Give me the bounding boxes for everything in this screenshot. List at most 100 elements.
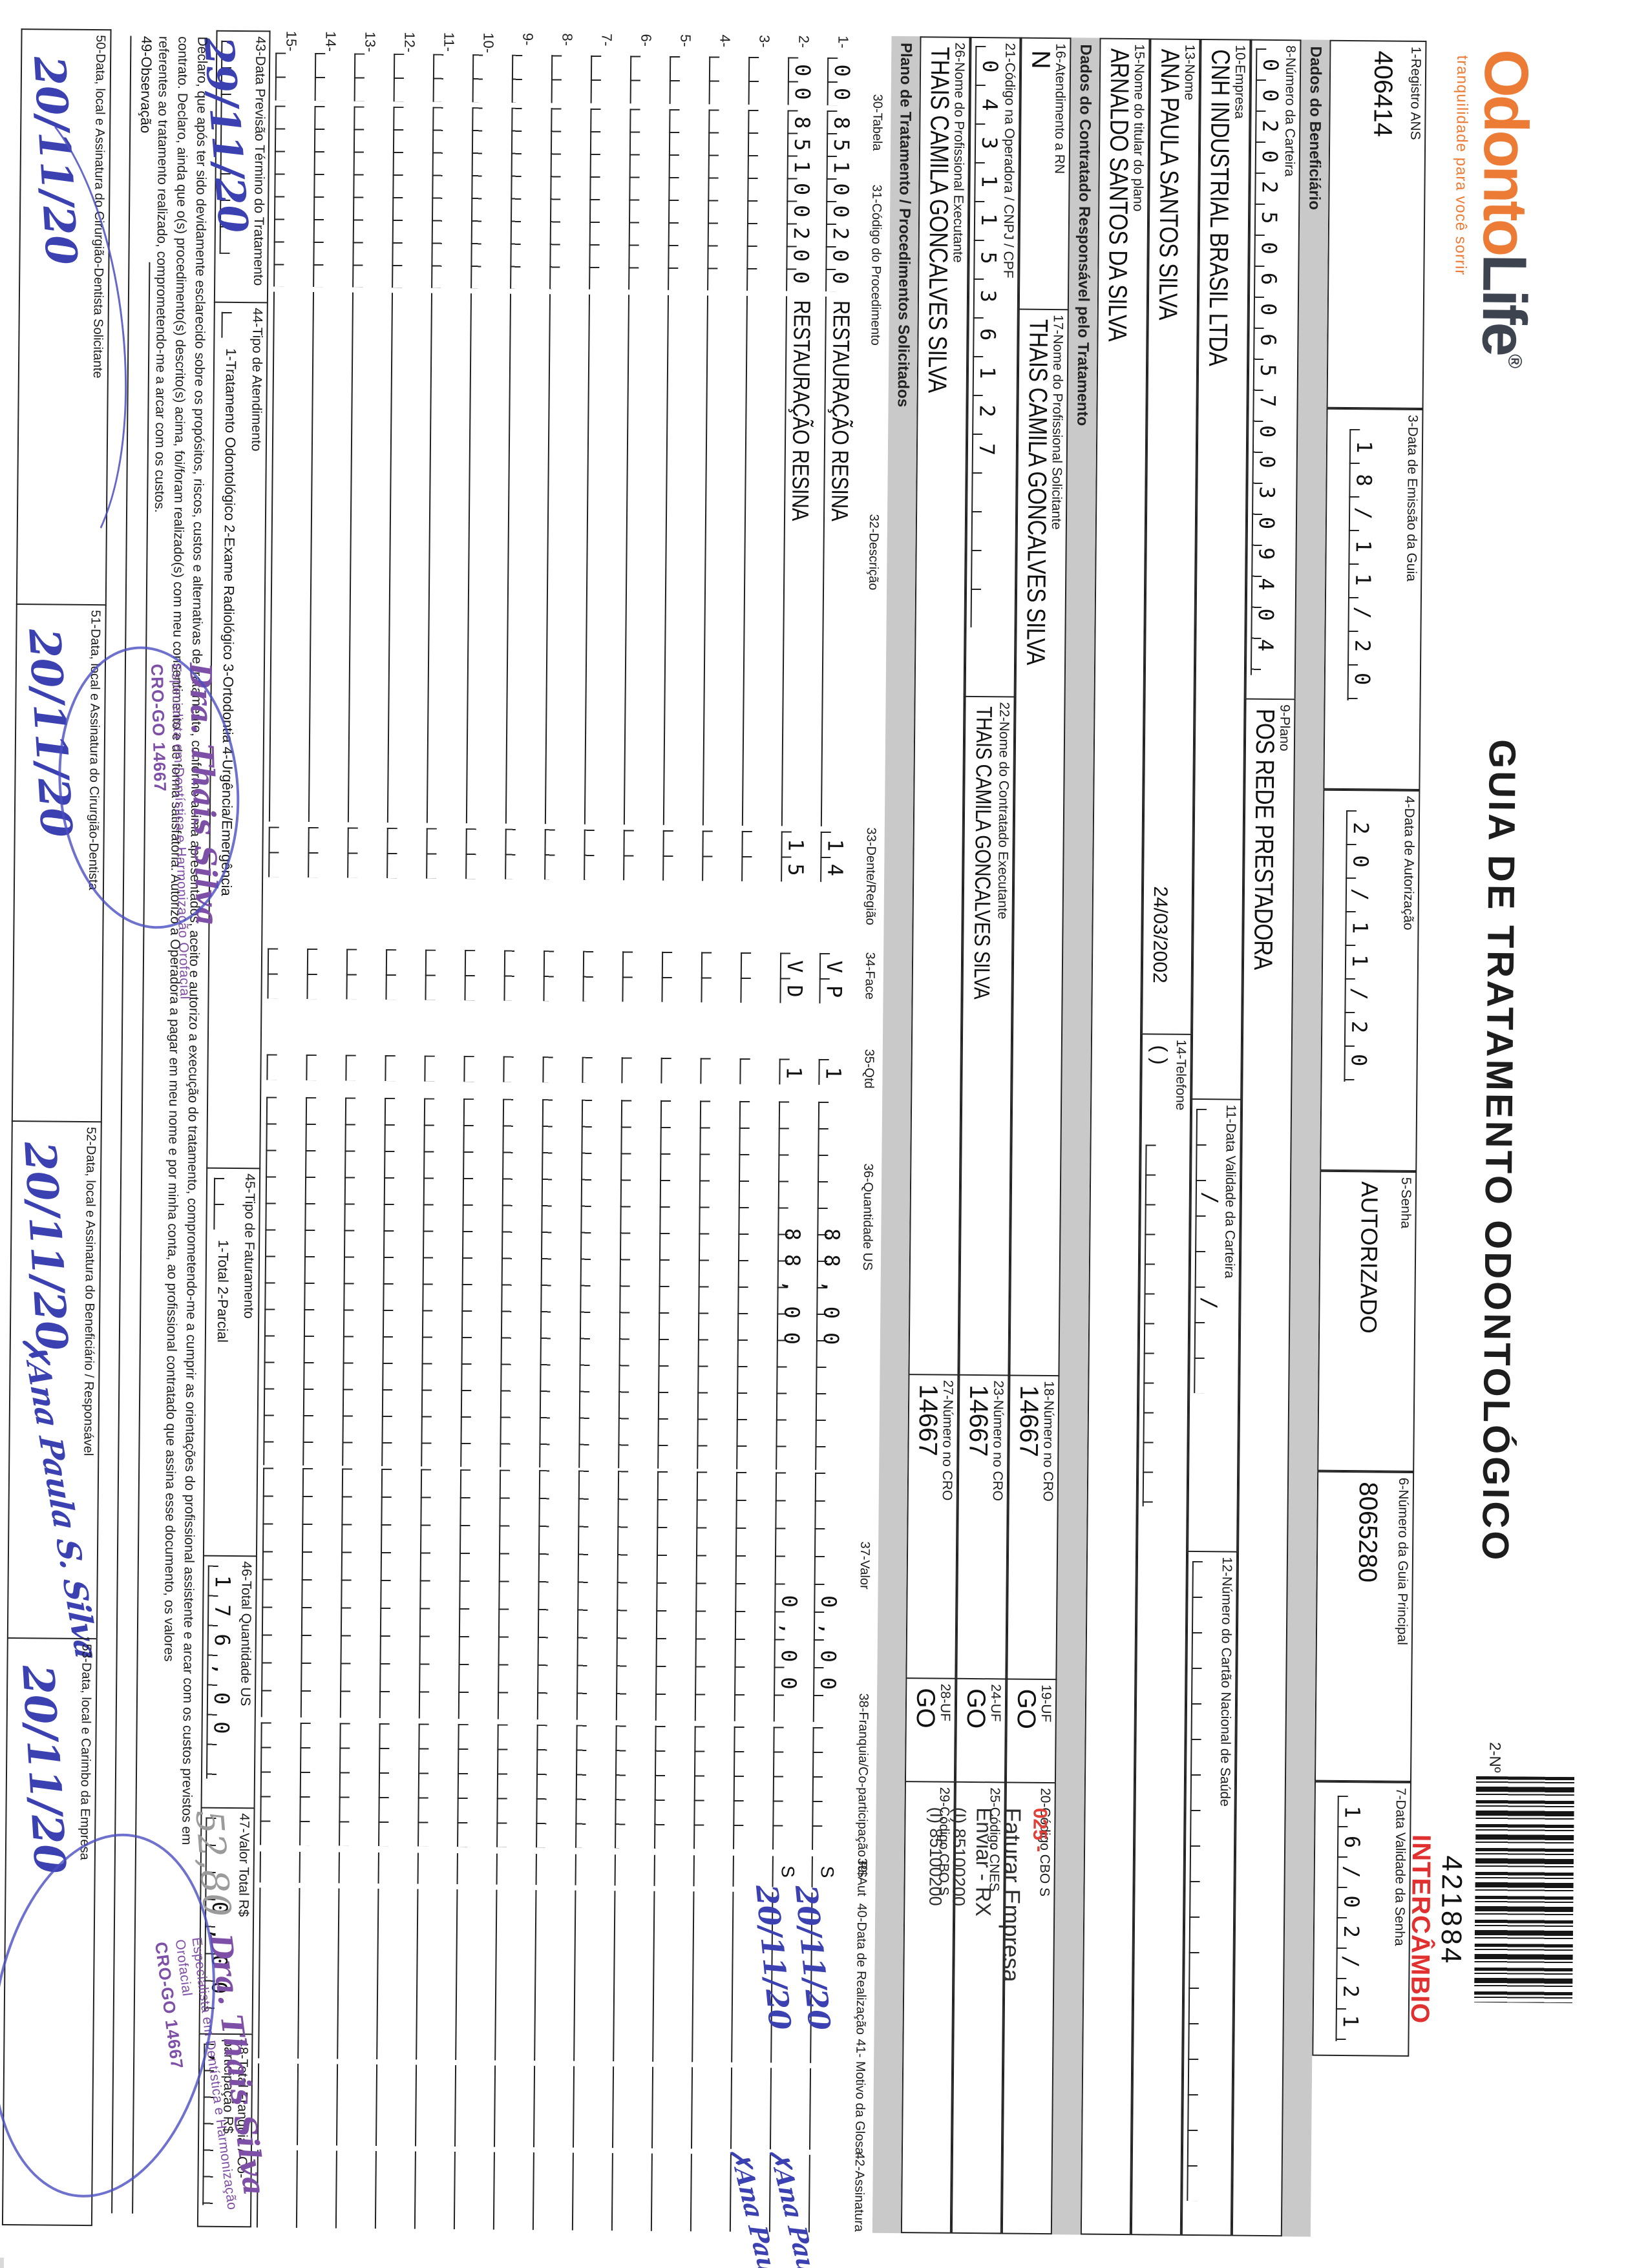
field-52-handwritten-date: 20/11/20	[14, 1140, 78, 1352]
row-number: 9-	[520, 32, 536, 46]
field-value: GO	[961, 1688, 991, 1729]
cell-quantidade-us: 88,00	[818, 1228, 845, 1359]
cell-glosa-line	[572, 2066, 601, 2148]
cell-quantidade-us: 88,00	[779, 1228, 805, 1359]
cell-valor	[383, 1469, 384, 1591]
cell-tabela: 00	[790, 63, 816, 111]
field-label: 45-Tipo de Faturamento	[241, 1173, 258, 1319]
cell-assinatura-line	[335, 2150, 363, 2229]
cell-codigo: 85100200	[828, 116, 854, 294]
row-number: 12-	[401, 32, 418, 53]
cell-descricao-line	[584, 294, 617, 825]
cell-assinatura-line	[571, 2152, 600, 2231]
cell-descricao-line	[505, 293, 538, 824]
col-header-franquia: 38-Franquia/Co-participação R$	[854, 1693, 871, 1878]
field-value: 16/02/21	[1338, 1805, 1365, 2045]
cell-descricao-line	[702, 295, 735, 826]
cell-quantidade-us	[386, 1098, 387, 1224]
field-value: AUTORIZADO	[1355, 1181, 1384, 1334]
cell-valor	[540, 1470, 542, 1593]
cell-data-line	[652, 1891, 681, 2063]
cell-quantidade-us	[583, 1100, 584, 1226]
field-12-cartao-nacional-saude: 12-Número do Cartão Nacional de Saúde	[1181, 1550, 1238, 2236]
cell-quantidade-us	[544, 1099, 545, 1226]
col-header-quantidade-us: 36-Quantidade US	[860, 1163, 876, 1271]
logo-odonto-text: Odonto	[1470, 48, 1541, 255]
field-value: ANA PAULA SANTOS SILVA	[1153, 48, 1185, 320]
col-header-valor: 37-Valor	[857, 1541, 872, 1590]
field-45-options: 1-Total 2-Parcial	[214, 1239, 232, 1343]
cell-quantidade-us	[622, 1100, 624, 1226]
field-value: / /	[1197, 1121, 1223, 1332]
row-number: 4-	[717, 34, 734, 48]
field-24-uf: 24-UF GO	[955, 1677, 1007, 1782]
cell-franquia	[378, 1723, 405, 1846]
cell-tabela: 00	[829, 64, 855, 112]
field-label: 16-Atendimento a RN	[1051, 43, 1068, 174]
field-value: 04311536127	[974, 59, 1003, 482]
cell-assinatura-line	[492, 2152, 521, 2230]
cell-glosa-line	[375, 2064, 404, 2147]
cell-glosa-line	[454, 2065, 483, 2147]
cell-descricao-line	[465, 293, 498, 824]
row-number: 8-	[559, 33, 576, 47]
cell-dente: 15	[783, 838, 808, 888]
cell-data-line	[692, 1891, 721, 2063]
cell-glosa-line	[769, 2068, 798, 2150]
cell-glosa-line	[335, 2064, 364, 2146]
telefone-comb	[1143, 1144, 1172, 1506]
cell-quantidade-us	[307, 1097, 308, 1224]
cell-data-line	[258, 1887, 287, 2059]
annotation-codigo-2: (I) 85100200	[925, 1807, 946, 1906]
barcode-number: 421884	[1435, 1855, 1468, 1966]
field-label: 3-Data de Emissão da Guia	[1404, 414, 1421, 582]
field-14-telefone: 14-Telefone ( )	[1130, 1033, 1192, 2236]
cell-glosa-line	[730, 2067, 759, 2150]
cell-quantidade-us	[741, 1101, 742, 1228]
cell-valor	[659, 1471, 660, 1594]
cell-aut	[417, 1853, 443, 1884]
field-value: CNH INDUSTRIAL BRASIL LTDA	[1203, 49, 1235, 366]
field-46-total-quantidade-us: 46-Total Quantidade US 176,00	[200, 1555, 257, 1808]
cell-franquia	[575, 1725, 602, 1848]
cell-valor	[422, 1469, 423, 1592]
cell-aut	[693, 1855, 719, 1887]
cell-descricao-line	[347, 292, 380, 823]
cell-glosa-line	[690, 2067, 719, 2149]
cell-qtd: 1	[781, 1066, 807, 1092]
row-number: 13-	[362, 31, 379, 52]
col-header-descricao: 32-Descrição	[866, 514, 882, 591]
cell-face: VP	[821, 960, 847, 1011]
row-number: 10-	[480, 32, 497, 54]
field-value: 176,00	[209, 1575, 235, 1751]
cell-descricao-line	[544, 294, 577, 824]
field-7-data-validade-senha: 7-Data Validade da Senha 16/02/21	[1312, 1781, 1411, 2057]
logo-wordmark: OdontoLife®	[1469, 48, 1548, 369]
field-value: 14667	[1014, 1385, 1044, 1458]
cell-data-line	[731, 1891, 760, 2063]
field-16-atendimento-rn: 16-Atendimento a RN N	[1018, 37, 1072, 310]
cell-aut	[456, 1853, 483, 1885]
cell-valor	[304, 1468, 305, 1591]
cell-aut: S	[772, 1856, 798, 1887]
field-13-nascimento: 24/03/2002	[1148, 886, 1172, 983]
cell-aut	[496, 1853, 522, 1885]
annotation-codigo-1: (I) 85100200	[949, 1807, 969, 1907]
cell-franquia	[615, 1725, 642, 1848]
cell-franquia	[654, 1726, 681, 1849]
col-header-face: 34-Face	[862, 952, 878, 1000]
cell-assinatura-line	[808, 2154, 836, 2233]
field-value: ARNALDO SANTOS DA SILVA	[1103, 48, 1134, 342]
field-11-data-validade-carteira: 11-Data Validade da Carteira / /	[1187, 1098, 1242, 1551]
field-45-tipo-faturamento: 45-Tipo de Faturamento 1-Total 2-Parcial	[202, 1167, 261, 1556]
col-header-codigo: 31-Código do Procedimento	[868, 184, 884, 346]
cell-data-line	[613, 1891, 642, 2062]
field-value: POS REDE PRESTADORA	[1248, 708, 1280, 971]
field-value: THAIS CAMILA GONCALVES SILVA	[969, 706, 997, 1000]
cell-aut	[299, 1851, 325, 1884]
cell-quantidade-us	[346, 1098, 348, 1224]
cell-assinatura-line	[374, 2150, 403, 2229]
cell-assinatura-line	[650, 2153, 679, 2232]
cell-descricao-line: RESTAURAÇÃO RESINA	[781, 296, 816, 826]
